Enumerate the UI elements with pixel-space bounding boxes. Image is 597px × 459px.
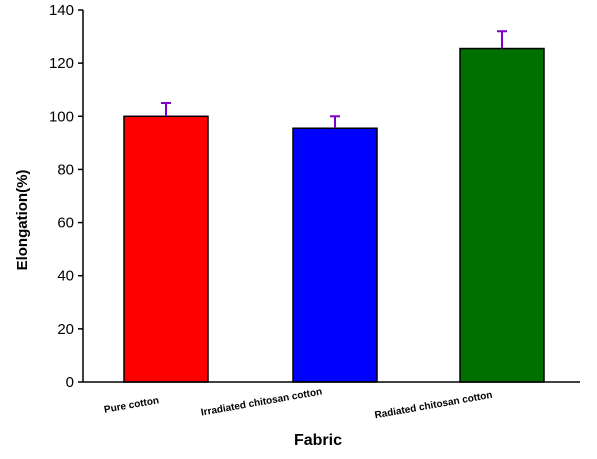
y-tick-label: 80	[57, 161, 74, 178]
x-category-label: Irradiated chitosan cotton	[200, 386, 323, 418]
bar	[459, 47, 545, 383]
y-axis-ticks: 0 20 40 60 80 100 120 140	[49, 2, 83, 391]
error-bars	[161, 30, 507, 129]
bar	[292, 127, 378, 383]
x-category-label: Radiated chitosan cotton	[374, 390, 494, 422]
y-tick-label: 40	[57, 268, 74, 285]
y-axis-title: Elongation(%)	[14, 170, 31, 271]
axes	[82, 10, 580, 383]
x-axis-category-labels: Pure cotton Irradiated chitosan cotton Rad…	[103, 386, 493, 421]
y-tick-label: 0	[66, 374, 74, 391]
bar	[123, 115, 209, 383]
y-tick-label: 140	[49, 2, 74, 19]
y-tick-label: 120	[49, 55, 74, 72]
y-tick-label: 60	[57, 215, 74, 232]
x-category-label: Pure cotton	[103, 395, 160, 415]
y-tick-label: 100	[49, 108, 74, 125]
bars	[123, 47, 545, 383]
y-tick-label: 20	[57, 321, 74, 338]
x-axis-title: Fabric	[294, 432, 342, 449]
